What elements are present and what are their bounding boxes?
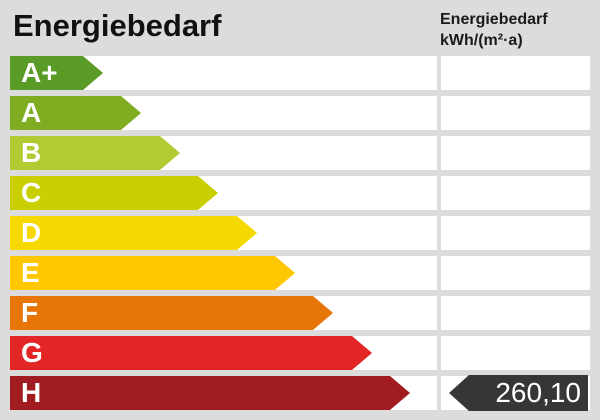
rating-arrow-g: G bbox=[10, 336, 372, 370]
value-arrow: 260,10 bbox=[449, 375, 588, 411]
rating-arrow-c: C bbox=[10, 176, 218, 210]
rating-arrow-label: G bbox=[21, 337, 43, 368]
scale-row-b: B bbox=[0, 136, 600, 170]
scale-header-unit: kWh/(m²·a) bbox=[440, 32, 523, 49]
scale-header-title: Energiebedarf bbox=[440, 11, 548, 28]
row-track-right bbox=[441, 256, 590, 290]
row-track-right bbox=[441, 296, 590, 330]
rating-arrow-h: H bbox=[10, 376, 410, 410]
scale-row-h: H 260,10 bbox=[0, 375, 600, 411]
rating-arrow-label: B bbox=[21, 137, 42, 168]
row-track-right bbox=[441, 56, 590, 90]
page-title: Energiebedarf bbox=[13, 8, 222, 43]
scale-header: Energiebedarf kWh/(m²·a) bbox=[440, 9, 548, 51]
value-label: 260,10 bbox=[495, 377, 581, 408]
rating-arrow-e: E bbox=[10, 256, 295, 290]
rating-arrow-label: A bbox=[21, 97, 42, 128]
scale-row-a-plus: A+ bbox=[0, 56, 600, 90]
row-track-right bbox=[441, 336, 590, 370]
rating-arrow-f: F bbox=[10, 296, 333, 330]
rating-arrow-b: B bbox=[10, 136, 180, 170]
scale-row-a: A bbox=[0, 96, 600, 130]
rating-arrow-d: D bbox=[10, 216, 257, 250]
rating-arrow-label: C bbox=[21, 177, 42, 208]
rating-arrow-label: D bbox=[21, 217, 42, 248]
rating-arrow-label: A+ bbox=[21, 57, 58, 88]
scale-row-g: G bbox=[0, 336, 600, 370]
scale-row-d: D bbox=[0, 216, 600, 250]
scale-row-f: F bbox=[0, 296, 600, 330]
rating-arrow-label: E bbox=[21, 257, 40, 288]
rating-arrow-label: F bbox=[21, 297, 39, 328]
row-track-right bbox=[441, 176, 590, 210]
scale-row-c: C bbox=[0, 176, 600, 210]
scale-row-e: E bbox=[0, 256, 600, 290]
row-track-right bbox=[441, 96, 590, 130]
rating-arrow-a: A bbox=[10, 96, 141, 130]
rating-arrow-a-plus: A+ bbox=[10, 56, 103, 90]
row-track-right bbox=[441, 136, 590, 170]
row-track-right bbox=[441, 216, 590, 250]
rating-arrow-label: H bbox=[21, 377, 42, 408]
